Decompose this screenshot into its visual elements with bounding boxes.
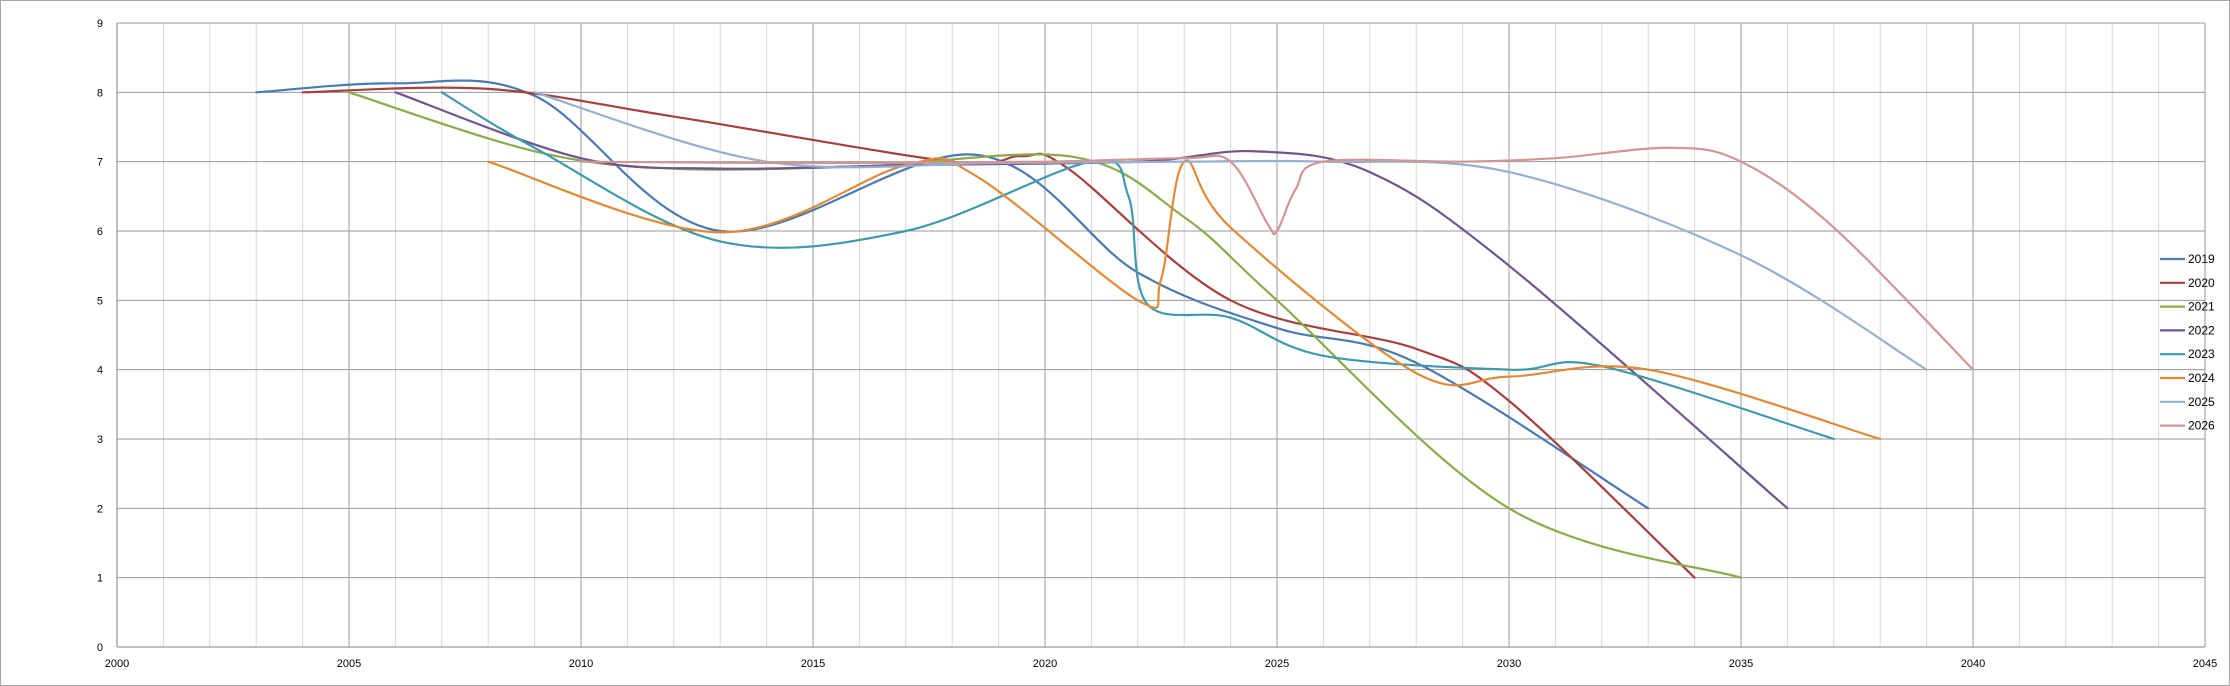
x-tick-label: 2005 bbox=[337, 658, 361, 670]
legend-label: 2022 bbox=[2188, 323, 2215, 337]
legend: 2019 2020 2021 2022 2023 2024 2025 2026 bbox=[2160, 252, 2215, 433]
x-tick-label: 2030 bbox=[1497, 658, 1521, 670]
legend-label: 2021 bbox=[2188, 300, 2215, 314]
series-lines bbox=[255, 79, 1975, 579]
minor-gridlines bbox=[162, 23, 2160, 647]
y-tick-label: 3 bbox=[97, 434, 103, 446]
legend-label: 2025 bbox=[2188, 395, 2215, 409]
series-line-2019 bbox=[255, 79, 1650, 510]
legend-item-2024: 2024 bbox=[2160, 371, 2215, 385]
y-tick-label: 1 bbox=[97, 573, 103, 585]
legend-item-2019: 2019 bbox=[2160, 252, 2215, 266]
x-tick-label: 2035 bbox=[1729, 658, 1753, 670]
legend-label: 2020 bbox=[2188, 276, 2215, 290]
legend-item-2026: 2026 bbox=[2160, 419, 2215, 433]
y-tick-label: 4 bbox=[97, 365, 103, 377]
legend-item-2025: 2025 bbox=[2160, 395, 2215, 409]
y-tick-label: 6 bbox=[97, 226, 103, 238]
x-tick-label: 2025 bbox=[1265, 658, 1289, 670]
y-tick-label: 9 bbox=[97, 18, 103, 30]
y-tick-label: 5 bbox=[97, 295, 103, 307]
legend-label: 2026 bbox=[2188, 419, 2215, 433]
x-tick-label: 2010 bbox=[569, 658, 593, 670]
legend-label: 2019 bbox=[2188, 252, 2215, 266]
legend-label: 2024 bbox=[2188, 371, 2215, 385]
series-line-2026 bbox=[579, 146, 1975, 371]
y-tick-label: 7 bbox=[97, 157, 103, 169]
x-tick-label: 2040 bbox=[1961, 658, 1985, 670]
x-tick-labels: 2000 2005 2010 2015 2020 2025 2030 2035 2040 2045 bbox=[105, 658, 2217, 670]
legend-label: 2023 bbox=[2188, 347, 2215, 361]
legend-item-2022: 2022 bbox=[2160, 323, 2215, 337]
series-line-2023 bbox=[440, 91, 1835, 441]
y-tick-labels: 0 1 2 3 4 5 6 7 8 9 bbox=[97, 18, 103, 654]
y-tick-label: 8 bbox=[97, 87, 103, 99]
legend-item-2023: 2023 bbox=[2160, 347, 2215, 361]
y-tick-label: 2 bbox=[97, 503, 103, 515]
series-line-2024 bbox=[487, 157, 1882, 441]
x-tick-label: 2045 bbox=[2193, 658, 2217, 670]
axes bbox=[116, 23, 2205, 648]
x-tick-label: 2015 bbox=[801, 658, 825, 670]
y-tick-label: 0 bbox=[97, 642, 103, 654]
x-tick-label: 2020 bbox=[1033, 658, 1057, 670]
legend-item-2020: 2020 bbox=[2160, 276, 2215, 290]
legend-item-2021: 2021 bbox=[2160, 300, 2215, 314]
x-tick-label: 2000 bbox=[105, 658, 129, 670]
